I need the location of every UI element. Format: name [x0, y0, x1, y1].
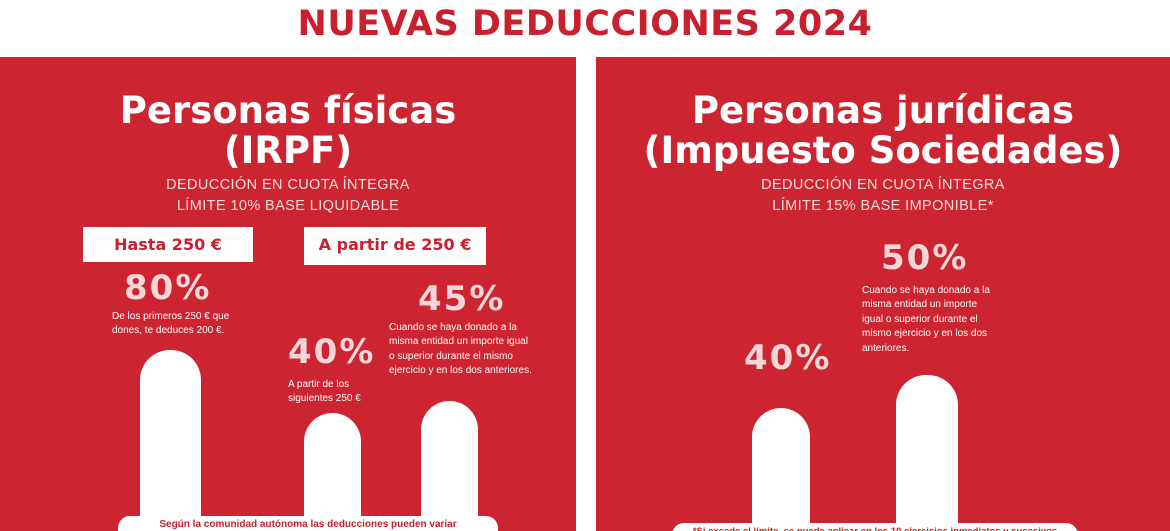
bar-40	[304, 413, 361, 531]
bar-80	[140, 350, 201, 531]
personas-fisicas-panel: Personas físicas (IRPF) DEDUCCIÓN EN CUO…	[0, 57, 576, 531]
description-45: Cuando se haya donado a la misma entidad…	[389, 322, 532, 377]
description-80: De los primeros 250 € que dones, te dedu…	[112, 311, 230, 337]
tag-a-partir-250: A partir de 250 €	[304, 227, 486, 265]
panel-heading-line1: Personas físicas	[119, 89, 457, 132]
bar-40	[752, 408, 810, 531]
note-comunidad: Según la comunidad autónoma las deduccio…	[118, 516, 498, 531]
percent-40: 40%	[744, 338, 832, 378]
panel-heading-line2: (Impuesto Sociedades)	[643, 129, 1123, 172]
panel-heading-line2: (IRPF)	[223, 129, 353, 172]
panel-subtitle-line1: DEDUCCIÓN EN CUOTA ÍNTEGRA	[761, 177, 1005, 193]
percent-80: 80%	[124, 268, 212, 308]
bar-45	[421, 401, 478, 531]
percent-50: 50%	[881, 238, 969, 278]
tag-hasta-250: Hasta 250 €	[83, 227, 253, 262]
page-title: NUEVAS DEDUCCIONES 2024	[297, 4, 873, 44]
description-50: Cuando se haya donado a la misma entidad…	[862, 285, 990, 354]
panel-subtitle-line1: DEDUCCIÓN EN CUOTA ÍNTEGRA	[166, 177, 410, 193]
description-40: A partir de los siguientes 250 €	[288, 379, 361, 405]
percent-45: 45%	[418, 279, 506, 319]
panel-subtitle-line2: LÍMITE 15% BASE IMPONIBLE*	[772, 198, 994, 214]
panel-subtitle-line2: LÍMITE 10% BASE LIQUIDABLE	[176, 198, 400, 214]
bar-50	[896, 375, 958, 531]
percent-40: 40%	[288, 332, 376, 372]
personas-juridicas-panel: Personas jurídicas (Impuesto Sociedades)…	[596, 57, 1170, 531]
note-limite: *Si excede el límite, se puede aplicar e…	[672, 523, 1078, 531]
panel-heading-line1: Personas jurídicas	[691, 89, 1075, 132]
